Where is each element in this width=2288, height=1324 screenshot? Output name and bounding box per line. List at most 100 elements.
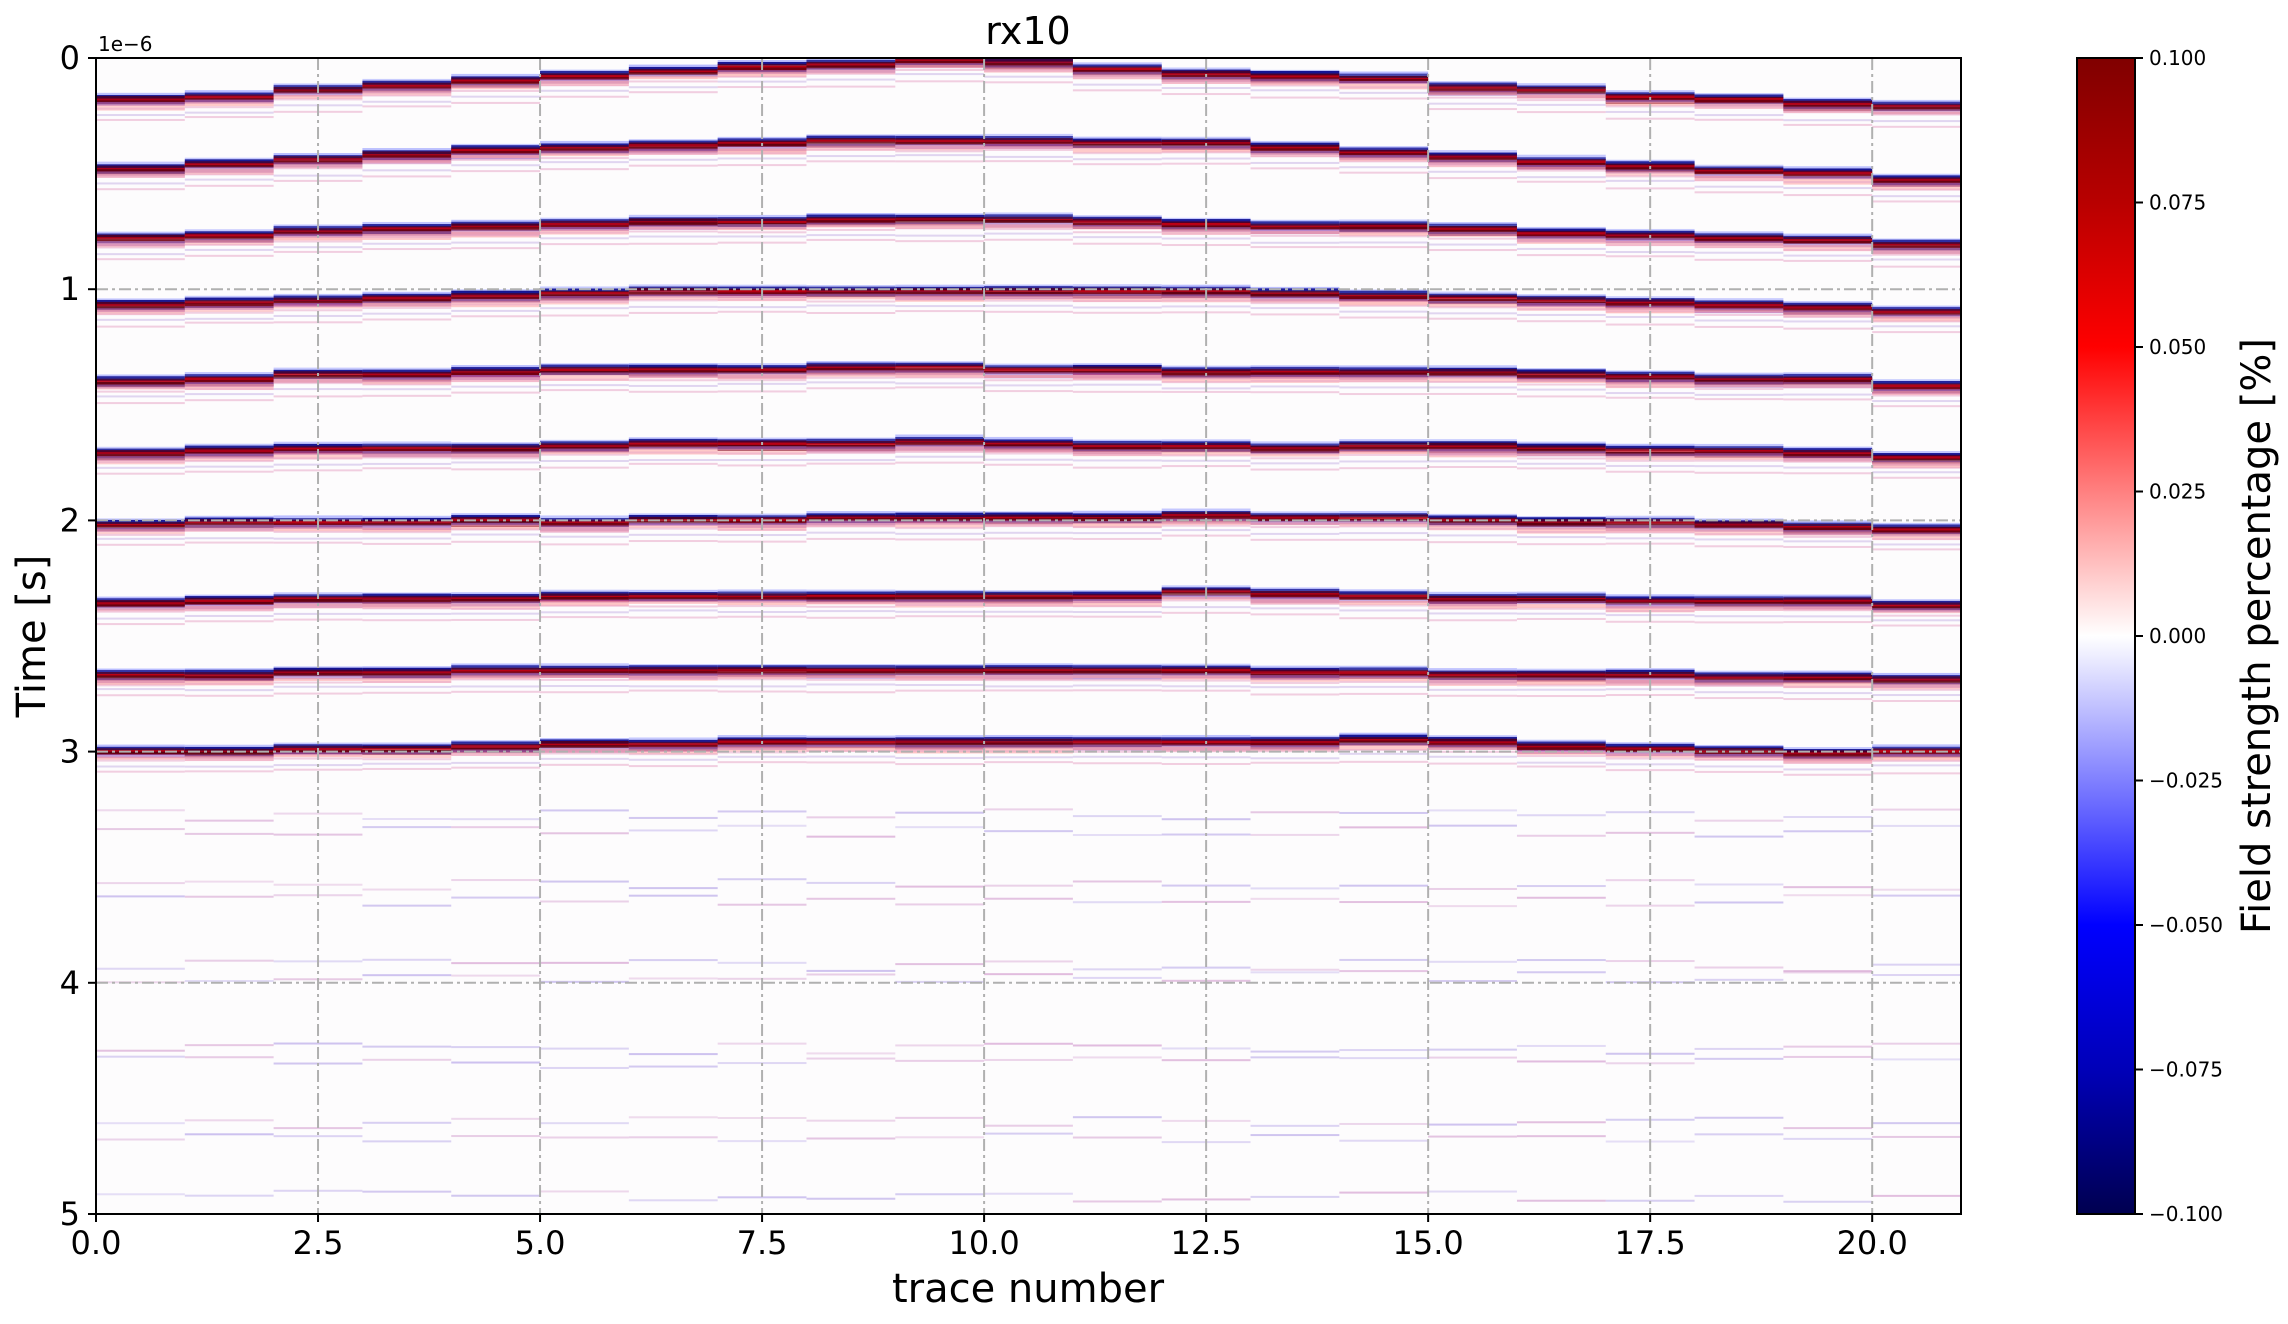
reflection-tail-9-trace-8-2	[806, 761, 896, 764]
reflection-tail-3-trace-19-2	[1783, 327, 1873, 330]
reflection-band-5-trace-5-line-5	[540, 448, 629, 453]
weak-reflection-4-trace-19	[1783, 970, 1873, 973]
weak-reflection-0-trace-2	[273, 812, 363, 815]
reflection-tail-0-trace-18-1	[1694, 114, 1784, 117]
weak-reflection-1-trace-0	[96, 828, 185, 831]
reflection-band-5-trace-18-line-0	[1694, 443, 1784, 448]
reflection-band-3-trace-19-line-6	[1783, 312, 1873, 318]
reflection-band-9-trace-16-line-4	[1516, 747, 1606, 751]
y-offset-label: 1e−6	[98, 32, 153, 56]
reflection-band-0-trace-10-line-2	[984, 59, 1073, 63]
reflection-band-0-trace-3-line-5	[362, 88, 452, 94]
reflection-tail-1-trace-15-0	[1428, 164, 1517, 167]
reflection-tail-1-trace-18-0	[1694, 179, 1784, 182]
reflection-tail-6-trace-16-0	[1516, 530, 1606, 533]
reflection-tail-7-trace-3-1	[362, 612, 452, 615]
reflection-band-6-trace-3-line-4	[362, 523, 452, 527]
weak-reflection-4-trace-1	[184, 959, 274, 962]
reflection-tail-3-trace-3-1	[362, 312, 452, 315]
reflection-tail-6-trace-15-2	[1428, 541, 1517, 544]
reflection-band-6-trace-6-line-6	[628, 525, 718, 529]
weak-reflection-2-trace-8	[806, 881, 896, 884]
weak-reflection-1-trace-8	[806, 835, 896, 838]
weak-reflection-7-trace-15	[1428, 1056, 1517, 1059]
reflection-tail-2-trace-14-0	[1339, 235, 1429, 238]
reflection-band-2-trace-9-line-0	[895, 213, 985, 217]
reflection-tail-3-trace-16-1	[1516, 313, 1606, 316]
reflection-band-0-trace-11-line-0	[1072, 62, 1162, 67]
reflection-tail-3-trace-13-2	[1250, 313, 1340, 316]
reflection-tail-3-trace-10-2	[984, 310, 1073, 313]
reflection-tail-8-trace-18-1	[1694, 691, 1784, 694]
reflection-tail-0-trace-18-2	[1694, 118, 1784, 121]
reflection-tail-9-trace-16-0	[1516, 755, 1606, 758]
reflection-tail-9-trace-17-2	[1605, 769, 1695, 772]
reflection-tail-0-trace-9-0	[895, 68, 985, 71]
reflection-tail-4-trace-15-1	[1428, 386, 1517, 389]
reflection-tail-2-trace-13-1	[1250, 241, 1340, 244]
reflection-tail-6-trace-5-1	[540, 535, 629, 538]
reflection-band-7-trace-10-line-6	[984, 601, 1073, 607]
reflection-tail-7-trace-1-1	[184, 614, 274, 617]
reflection-band-1-trace-1-line-4	[184, 165, 274, 169]
reflection-tail-2-trace-20-1	[1872, 258, 1961, 261]
weak-reflection-3-trace-16	[1516, 896, 1606, 899]
reflection-tail-8-trace-6-2	[628, 689, 718, 692]
reflection-band-5-trace-10-line-6	[984, 448, 1073, 453]
weak-reflection-5-trace-10	[984, 973, 1073, 976]
reflection-band-9-trace-14-line-5	[1339, 742, 1429, 746]
reflection-band-3-trace-10-line-5	[984, 294, 1073, 300]
reflection-band-4-trace-0-line-4	[96, 382, 185, 388]
reflection-band-3-trace-11-line-0	[1072, 284, 1162, 289]
reflection-band-9-trace-20-line-5	[1872, 753, 1961, 757]
reflection-tail-7-trace-15-1	[1428, 612, 1517, 615]
reflection-band-8-trace-0-line-4	[96, 675, 185, 681]
reflection-band-0-trace-18-line-5	[1694, 102, 1784, 107]
reflection-tail-7-trace-9-1	[895, 610, 985, 613]
reflection-tail-4-trace-13-0	[1250, 380, 1340, 383]
reflection-tail-4-trace-8-0	[806, 376, 896, 379]
reflection-band-8-trace-4-line-1	[451, 665, 541, 670]
reflection-band-7-trace-20-line-3	[1872, 604, 1961, 608]
reflection-band-9-trace-12-line-1	[1161, 737, 1251, 742]
reflection-tail-1-trace-14-1	[1339, 166, 1429, 169]
reflection-band-5-trace-1-line-3	[184, 449, 274, 454]
reflection-tail-5-trace-13-0	[1250, 457, 1340, 460]
reflection-tail-2-trace-8-2	[806, 238, 896, 241]
reflection-tail-4-trace-10-1	[984, 384, 1073, 387]
reflection-tail-7-trace-19-0	[1783, 609, 1873, 612]
reflection-tail-0-trace-5-2	[540, 95, 629, 98]
weak-reflection-0-trace-1	[184, 819, 274, 822]
colorbar-tick-label-2: 0.050	[2149, 335, 2206, 359]
reflection-tail-3-trace-8-1	[806, 304, 896, 307]
reflection-band-7-trace-15-line-5	[1428, 601, 1517, 607]
reflection-tail-6-trace-19-0	[1783, 535, 1873, 538]
reflection-tail-6-trace-17-0	[1605, 531, 1695, 534]
reflection-tail-7-trace-10-1	[984, 610, 1073, 613]
reflection-tail-7-trace-5-2	[540, 616, 629, 619]
reflection-band-5-trace-1-line-6	[184, 456, 274, 462]
reflection-band-2-trace-4-line-4	[451, 226, 541, 231]
reflection-tail-8-trace-0-0	[96, 684, 185, 687]
reflection-band-0-trace-8-line-1	[806, 59, 896, 64]
reflection-band-9-trace-14-line-1	[1339, 734, 1429, 740]
reflection-tail-7-trace-11-0	[1072, 605, 1162, 608]
reflection-band-7-trace-0-line-5	[96, 606, 185, 611]
weak-reflection-2-trace-14	[1339, 884, 1429, 887]
reflection-tail-3-trace-14-0	[1339, 304, 1429, 307]
weak-reflection-10-trace-0	[96, 1193, 185, 1196]
reflection-tail-8-trace-8-1	[806, 683, 896, 686]
weak-reflection-4-trace-12	[1161, 966, 1251, 969]
reflection-band-6-trace-5-line-4	[540, 522, 629, 527]
reflection-band-8-trace-14-line-5	[1339, 675, 1429, 679]
reflection-tail-5-trace-11-2	[1072, 466, 1162, 469]
reflection-tail-8-trace-11-0	[1072, 679, 1162, 682]
weak-reflection-0-trace-14	[1339, 811, 1429, 814]
reflection-band-4-trace-15-line-2	[1428, 369, 1517, 374]
weak-reflection-7-trace-20	[1872, 1058, 1961, 1061]
weak-reflection-1-trace-1	[184, 832, 274, 835]
weak-reflection-0-trace-5	[540, 809, 629, 812]
reflection-tail-2-trace-10-1	[984, 232, 1073, 235]
reflection-band-9-trace-10-line-5	[984, 744, 1073, 749]
reflection-tail-2-trace-20-2	[1872, 265, 1961, 268]
